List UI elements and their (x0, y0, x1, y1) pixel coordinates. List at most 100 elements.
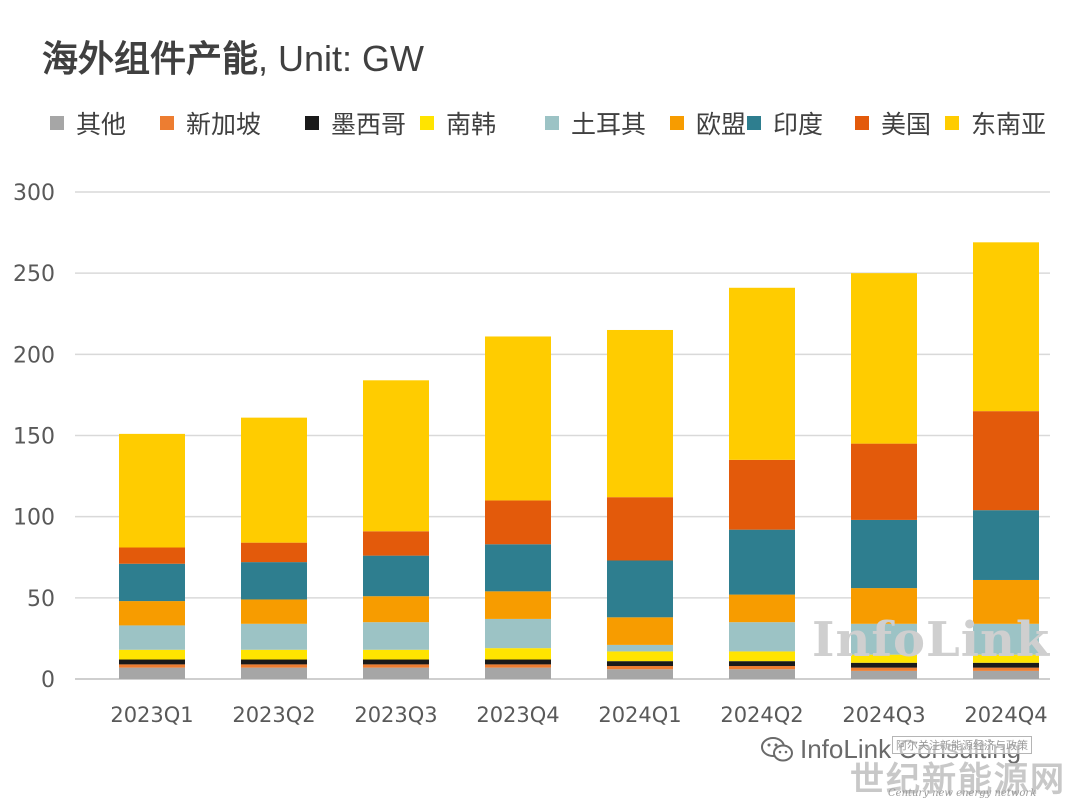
y-tick-label: 250 (13, 262, 55, 287)
bar-segment (241, 659, 307, 665)
bar-segment (973, 510, 1039, 580)
x-tick-label: 2023Q4 (476, 703, 559, 727)
bar-segment (729, 594, 795, 623)
legend-label: 欧盟 (696, 110, 747, 139)
bar-segment (851, 623, 917, 655)
bar-segment (241, 599, 307, 624)
x-tick-label: 2023Q2 (232, 703, 315, 727)
legend-swatch (305, 116, 319, 130)
legend-label: 其他 (76, 110, 127, 139)
bar-segment (851, 519, 917, 589)
x-tick-label: 2024Q2 (720, 703, 803, 727)
y-tick-label: 200 (13, 343, 55, 368)
bar-segment (973, 662, 1039, 668)
bar-segment (729, 661, 795, 667)
bar-segment (485, 591, 551, 619)
legend-swatch (545, 116, 559, 130)
bar-segment (485, 659, 551, 665)
bar-segment (485, 648, 551, 660)
bar-segment (729, 287, 795, 460)
legend-item: 其他 (50, 105, 126, 141)
bar-segment (973, 670, 1039, 679)
legend-swatch (670, 116, 684, 130)
legend-item: 欧盟 (670, 105, 746, 141)
bar-segment (363, 649, 429, 660)
bar-segment (363, 531, 429, 556)
y-tick-label: 100 (13, 506, 55, 531)
legend-item: 墨西哥 (305, 105, 406, 141)
legend-label: 新加坡 (186, 110, 262, 139)
legend-label: 土耳其 (571, 110, 647, 139)
bar-segment (119, 664, 185, 668)
bar-segment (851, 670, 917, 679)
chart-title-main: 海外组件产能 (42, 39, 259, 80)
legend-swatch (160, 116, 174, 130)
bar-segment (607, 651, 673, 662)
x-tick-label: 2023Q1 (110, 703, 193, 727)
legend-label: 东南亚 (971, 110, 1047, 139)
bar-segment (119, 433, 185, 548)
watermark-logo: InfoLink (812, 612, 1051, 668)
legend-label: 南韩 (446, 110, 497, 139)
legend-item: 新加坡 (160, 105, 261, 141)
bar-segment (485, 336, 551, 501)
bar-segment (729, 529, 795, 595)
bar-segment (973, 667, 1039, 671)
bar-segment (973, 411, 1039, 511)
bar-segment (729, 622, 795, 652)
bar-segment (241, 417, 307, 543)
bar-segment (851, 654, 917, 663)
bar-segment (363, 622, 429, 650)
chart-title-unit: , Unit: GW (258, 38, 425, 79)
bar-segment (851, 662, 917, 668)
bar-segment (607, 669, 673, 679)
legend-item: 东南亚 (945, 105, 1046, 141)
bar-segment (119, 649, 185, 660)
bar-segment (973, 623, 1039, 655)
bar-segment (607, 617, 673, 645)
stamp-tagline: 阿尔关注新能源经济与政策 (892, 736, 1032, 754)
bar-segment (607, 661, 673, 667)
legend-swatch (747, 116, 761, 130)
bar-segment (485, 500, 551, 545)
bar-segment (851, 443, 917, 520)
chart-legend: 其他 新加坡 墨西哥 南韩 土耳其 欧盟 印度 美国 东南亚 (50, 105, 1070, 139)
bar-segment (119, 625, 185, 650)
bar-segment (363, 667, 429, 679)
bar-segment (607, 644, 673, 652)
bar-segment (607, 666, 673, 670)
y-tick-label: 300 (13, 181, 55, 206)
stamp-site-name-en: Century new energy network (888, 788, 1037, 799)
bar-segment (607, 560, 673, 618)
bar-segment (729, 666, 795, 670)
y-tick-label: 0 (41, 668, 55, 693)
bar-segment (851, 588, 917, 624)
bar-segment (363, 380, 429, 532)
bar-segment (729, 651, 795, 662)
bar-segment (363, 555, 429, 597)
legend-swatch (855, 116, 869, 130)
legend-item: 印度 (747, 105, 823, 141)
bar-segment (363, 664, 429, 668)
bar-segment (607, 497, 673, 561)
bar-segment (241, 562, 307, 600)
bar-segment (607, 329, 673, 498)
bar-segment (241, 542, 307, 563)
wechat-icon (761, 736, 793, 761)
x-tick-label: 2024Q1 (598, 703, 681, 727)
bar-segment (973, 579, 1039, 624)
legend-label: 印度 (773, 110, 824, 139)
chart-title: 海外组件产能, Unit: GW (42, 30, 424, 82)
legend-item: 南韩 (420, 105, 496, 141)
y-tick-label: 50 (27, 587, 55, 612)
legend-swatch (420, 116, 434, 130)
bar-segment (241, 623, 307, 650)
bar-segment (363, 659, 429, 665)
legend-label: 美国 (881, 110, 932, 139)
bar-segment (485, 544, 551, 592)
bar-segment (119, 563, 185, 602)
bar-segment (119, 659, 185, 665)
legend-item: 美国 (855, 105, 931, 141)
bar-segment (973, 654, 1039, 663)
